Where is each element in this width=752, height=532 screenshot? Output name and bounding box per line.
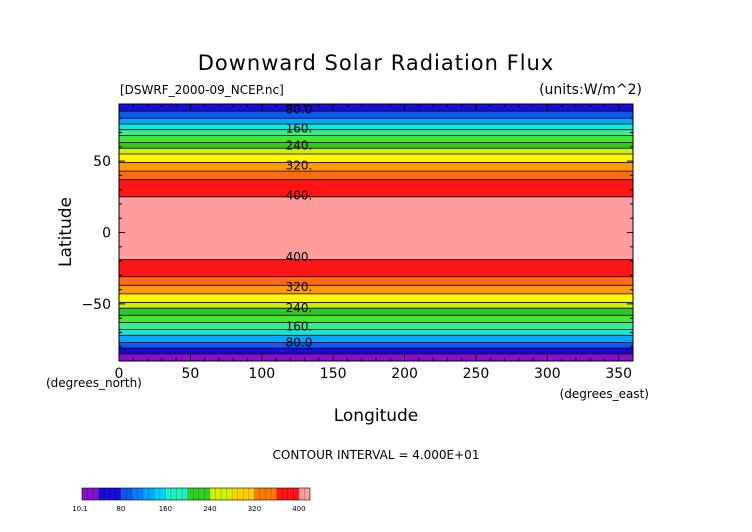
x-axis: 0 50 100 150 200 250 300 350 <box>115 104 634 382</box>
colorbar-tick-label-3: 240 <box>203 505 216 513</box>
contour-label-2: 240. <box>286 138 313 152</box>
contour-label-4: 400. <box>286 188 313 202</box>
contour-label-0: 80.0 <box>286 103 313 117</box>
contour-band-3 <box>119 123 633 130</box>
contour-label-6: 320. <box>286 280 313 294</box>
contour-band-8 <box>119 153 633 163</box>
contour-band-19 <box>119 315 633 323</box>
colorbar-tick-label-4: 320 <box>248 505 261 513</box>
y-unit-label: (degrees_north) <box>46 376 142 390</box>
contour-band-1 <box>119 111 633 119</box>
contour-band-13 <box>119 259 633 277</box>
y-axis: −50 0 50 <box>81 103 633 362</box>
contour-band-23 <box>119 342 633 349</box>
contour-band-11 <box>119 179 633 197</box>
plot-bands <box>119 104 633 361</box>
chart-title: Downward Solar Radiation Flux <box>198 51 555 75</box>
contour-label-7: 240. <box>286 301 313 315</box>
colorbar-segment-0 <box>82 488 99 500</box>
contour-band-24 <box>119 348 633 354</box>
x-tick-label-150: 150 <box>320 366 347 382</box>
x-tick-label-350: 350 <box>605 366 632 382</box>
y-tick-label-1: 0 <box>102 226 111 242</box>
colorbar-tick-label-5: 400 <box>292 505 305 513</box>
contour-label-9: 80.0 <box>286 335 313 349</box>
contour-band-15 <box>119 285 633 294</box>
x-tick-label-300: 300 <box>534 366 561 382</box>
contour-band-17 <box>119 302 633 309</box>
contour-label-1: 160. <box>286 121 313 135</box>
contour-band-12 <box>119 196 633 260</box>
x-axis-label: Longitude <box>334 406 419 426</box>
x-tick-label-250: 250 <box>463 366 490 382</box>
contour-label-5: 400. <box>286 250 313 264</box>
colorbar-tick-label-1: 80 <box>116 505 125 513</box>
colorbar-tick-label-0: 10.1 <box>72 505 88 513</box>
colorbar <box>81 487 311 501</box>
y-tick-label-2: 50 <box>93 154 111 170</box>
contour-band-21 <box>119 329 633 336</box>
x-unit-label: (degrees_east) <box>560 387 649 401</box>
contour-band-25 <box>119 353 633 361</box>
contour-lines <box>119 110 633 355</box>
contour-band-18 <box>119 308 633 316</box>
contour-band-16 <box>119 293 633 303</box>
contour-label-3: 320. <box>286 158 313 172</box>
contour-label-8: 160. <box>286 320 313 334</box>
x-tick-label-200: 200 <box>391 366 418 382</box>
contour-band-20 <box>119 322 633 330</box>
colorbar-frame <box>81 487 311 501</box>
contour-band-22 <box>119 335 633 343</box>
x-tick-label-100: 100 <box>248 366 275 382</box>
contour-band-6 <box>119 142 633 149</box>
units-label: (units:W/m^2) <box>539 82 642 98</box>
contour-band-5 <box>119 135 633 143</box>
contour-band-7 <box>119 148 633 154</box>
contour-band-10 <box>119 171 633 180</box>
y-axis-label: Latitude <box>56 197 76 267</box>
contour-band-9 <box>119 162 633 172</box>
contour-band-2 <box>119 118 633 124</box>
x-tick-label-50: 50 <box>181 366 199 382</box>
contour-band-14 <box>119 276 633 286</box>
colorbar-tick-label-2: 160 <box>159 505 172 513</box>
file-label: [DSWRF_2000-09_NCEP.nc] <box>120 83 284 97</box>
contour-band-0 <box>119 104 633 112</box>
contour-interval-text: CONTOUR INTERVAL = 4.000E+01 <box>273 448 480 462</box>
colorbar-ticks: 10.1 80 160 240 320 400 <box>72 505 305 513</box>
x-tick-label-0: 0 <box>115 366 124 382</box>
contour-band-4 <box>119 129 633 136</box>
y-tick-label-0: −50 <box>81 297 111 313</box>
